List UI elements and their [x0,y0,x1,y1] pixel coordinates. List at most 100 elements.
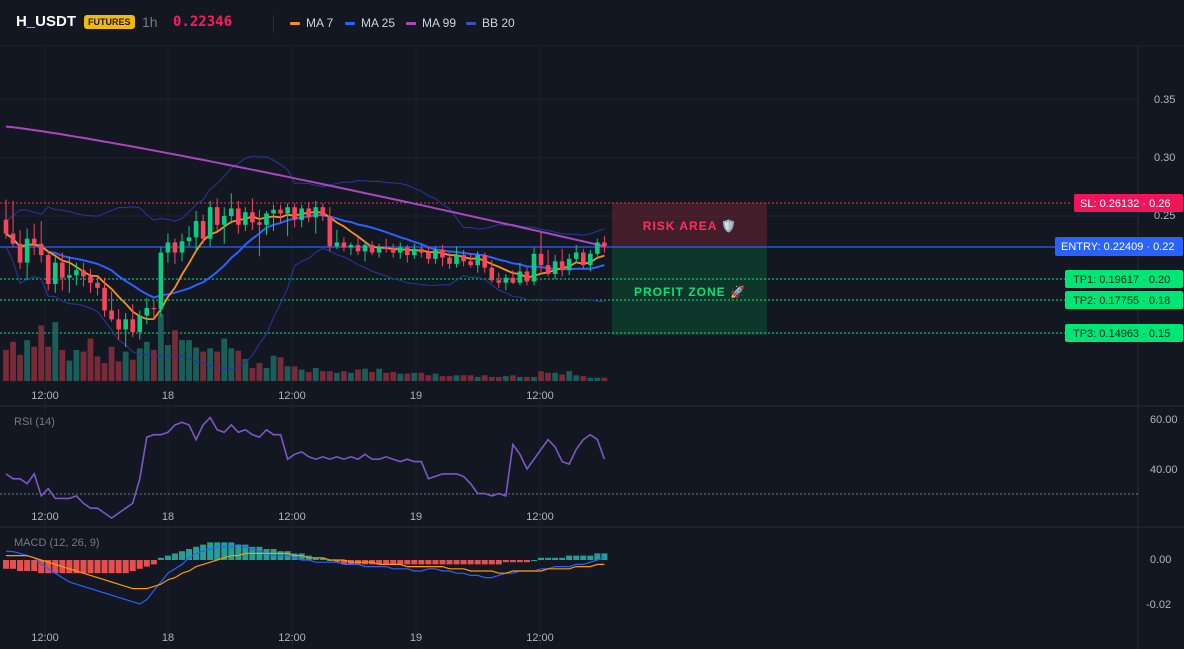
macd-histogram-bar [545,557,552,560]
time-axis-rsi[interactable]: 12:00 18 12:00 19 12:00 [31,511,554,523]
candle-body [31,238,37,244]
macd-histogram-bar [242,544,249,560]
macd-histogram-bar [481,560,488,565]
macd-histogram-bar [101,560,108,574]
tp3-label-box [1065,324,1183,342]
candle-body [165,242,171,253]
time-tick: 18 [162,511,174,523]
ma25-line [5,213,605,299]
candle-body [95,282,100,288]
volume-bar [418,372,425,381]
volume-bar [404,373,411,381]
volume-bar [284,366,291,381]
macd-histogram-bar [66,560,73,574]
legend-ma25[interactable]: MA 25 [345,16,395,30]
time-tick: 12:00 [526,632,554,644]
legend-ma99[interactable]: MA 99 [406,16,456,30]
time-tick: 12:00 [278,390,306,402]
volume-bar [481,375,488,381]
macd-histogram-bar [38,560,45,574]
macd-histogram-bar [312,557,319,560]
volume-bar [249,367,256,381]
candle-body [88,276,93,283]
ma99-line [5,125,605,248]
moving-averages [5,125,605,321]
candle-body [580,252,586,266]
candle-body [250,212,255,223]
macd-histogram-bar [446,560,453,565]
volume-bar [446,376,453,381]
volume-bar [94,356,101,381]
macd-histogram-bar [566,555,573,560]
legend-ma7[interactable]: MA 7 [290,16,333,30]
volume-bar [580,376,587,381]
candle-body [376,247,382,253]
price-tick: 0.30 [1154,152,1175,164]
candle-body [489,267,495,281]
tp1-label: TP1: 0.19617 · 0.20 [1073,274,1170,286]
macd-histogram-bar [474,560,481,565]
candle-body [52,262,58,285]
volume-bar [31,346,38,381]
macd-histogram-bar [270,549,277,560]
macd-tick: -0.02 [1146,599,1171,611]
macd-histogram-bar [129,560,136,571]
volume-bar [573,375,580,381]
candle-body [334,242,340,247]
volume-bar [263,367,270,381]
volume-bar [517,376,523,381]
macd-histogram-bar [73,560,80,574]
volume-bar [502,376,509,381]
volume-bar [129,359,136,381]
volume-bar [333,372,340,381]
candle-body [369,244,375,253]
volume-bar [157,314,164,381]
macd-histogram-bar [397,560,404,565]
volume-bar [200,351,207,381]
macd-histogram-bar [404,560,411,565]
candle-body [496,280,502,283]
chart-header: H_USDT FUTURES 1h 0.22346 MA 7 MA 25 MA … [0,0,1184,46]
volume-bars [3,314,608,381]
macd-line [5,543,605,605]
candle-body [102,287,107,311]
candle-body [109,310,114,320]
time-tick: 19 [410,390,422,402]
candle-body [538,253,544,266]
macd-histogram-bar [164,555,171,560]
bb-lower-line [5,245,605,370]
time-tick: 18 [162,390,174,402]
candle-body [158,252,164,310]
macd-histogram-bar [319,557,326,560]
candle-body [116,319,121,330]
candle-body [440,250,445,258]
volume-bar [214,351,221,381]
volume-bar [235,350,242,381]
tp2-label: TP2: 0.17755 · 0.18 [1073,295,1170,307]
macd-histogram-bar [150,560,157,565]
time-axis-macd[interactable]: 12:00 18 12:00 19 12:00 [31,632,554,644]
candle-body [3,219,9,234]
volume-bar [256,363,263,381]
rsi-line [5,416,606,519]
price-axis[interactable]: 0.35 0.30 0.25 [1154,94,1175,222]
candle-body [362,244,368,252]
volume-bar [397,373,404,381]
candle-body [137,315,143,332]
macd-histogram-bar [214,542,221,560]
candle-body [602,242,607,247]
time-tick: 19 [410,511,422,523]
time-axis-main[interactable]: 12:00 18 12:00 19 12:00 [31,390,554,402]
candlesticks[interactable] [3,193,607,348]
macd-histogram-bar [24,560,31,571]
risk-area-zone [612,203,767,247]
candle-body [200,221,206,239]
volume-bar [17,354,23,381]
volume-bar [369,372,375,381]
timeframe-label[interactable]: 1h [142,14,158,30]
symbol-label[interactable]: H_USDT [16,13,77,30]
macd-histogram-bar [594,553,601,560]
macd-histogram-bar [10,560,17,569]
legend-bb20[interactable]: BB 20 [466,16,515,30]
